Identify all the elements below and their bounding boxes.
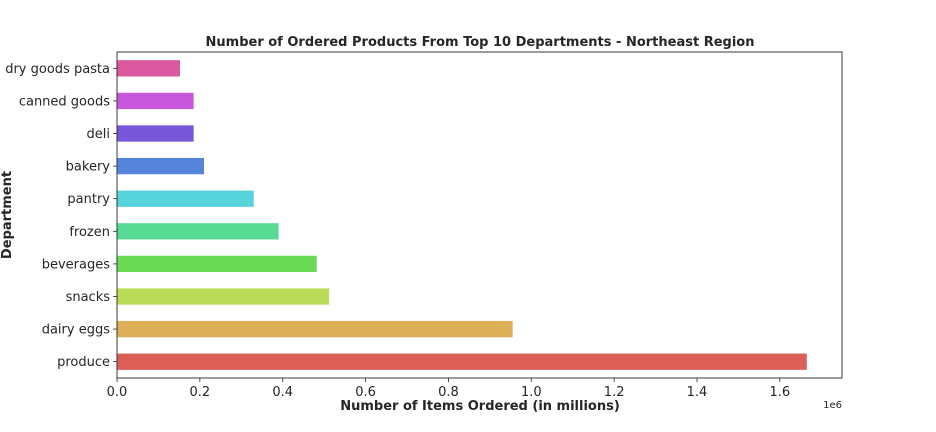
bar-dry-goods-pasta	[117, 60, 180, 77]
y-tick-label: beverages	[42, 257, 111, 272]
y-tick-label: snacks	[66, 290, 111, 305]
y-tick-labels: produce dairy eggs snacks beverages frozen pa…	[5, 62, 117, 370]
x-tick-label: 0.4	[272, 385, 293, 400]
bar-dairy-eggs	[117, 320, 513, 338]
plot-frame	[116, 51, 843, 379]
bar-canned-goods	[117, 92, 194, 110]
x-axis-label: Number of Items Ordered (in millions)	[340, 399, 620, 414]
y-axis-label: Department	[0, 171, 15, 259]
bars-group	[117, 60, 807, 370]
x-tick-label: 0.0	[107, 385, 128, 400]
bar-snacks	[117, 288, 330, 305]
x-tick-label: 0.8	[438, 385, 459, 400]
y-tick-label: frozen	[69, 225, 110, 240]
y-tick-label: produce	[57, 355, 110, 370]
x-tick-label: 1.2	[604, 385, 625, 400]
x-tick-label: 1.4	[687, 385, 708, 400]
x-tick-labels: 0.0 0.2 0.4 0.6 0.8 1.0 1.2 1.4 1.6	[107, 378, 791, 400]
y-tick-label: bakery	[66, 160, 111, 175]
x-tick-label: 0.6	[355, 385, 376, 400]
x-offset-label: 1e6	[823, 400, 842, 411]
y-tick-label: pantry	[67, 192, 110, 207]
y-tick-label: deli	[87, 127, 110, 142]
bar-frozen	[117, 223, 279, 240]
x-tick-label: 1.6	[770, 385, 791, 400]
bar-beverages	[117, 255, 317, 273]
y-tick-label: canned goods	[19, 94, 110, 109]
bar-deli	[117, 125, 194, 142]
y-tick-label: dry goods pasta	[5, 62, 110, 77]
chart-title: Number of Ordered Products From Top 10 D…	[206, 35, 755, 50]
y-tick-label: dairy eggs	[42, 323, 111, 338]
bar-pantry	[117, 190, 254, 207]
bar-bakery	[117, 157, 204, 175]
x-tick-label: 1.0	[521, 385, 542, 400]
x-tick-label: 0.2	[190, 385, 211, 400]
bar-produce	[117, 353, 807, 370]
